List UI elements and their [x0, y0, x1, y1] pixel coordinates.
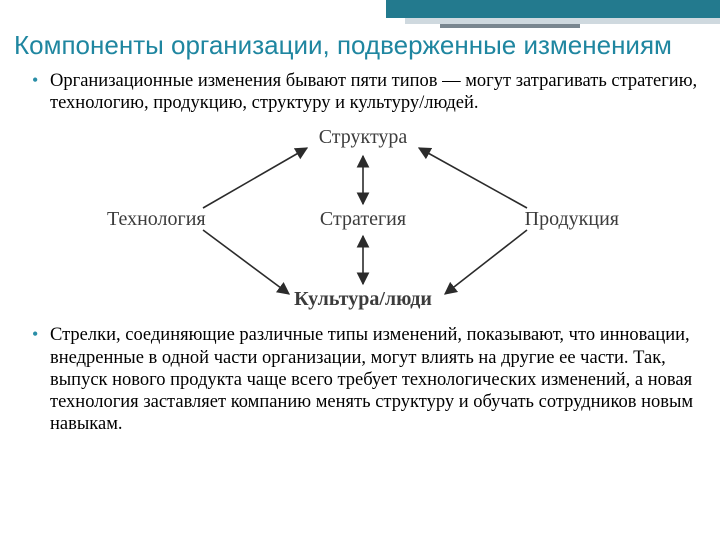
- diagram: Структура Стратегия Культура/люди Технол…: [103, 124, 623, 314]
- bullet-1: Организационные изменения бывают пяти ти…: [28, 70, 698, 114]
- bullet-2: Стрелки, соединяющие различные типы изме…: [28, 324, 698, 435]
- slide: Компоненты организации, подверженные изм…: [0, 0, 720, 540]
- body-content: Организационные изменения бывают пяти ти…: [28, 70, 698, 530]
- deco-bar-1: [386, 0, 720, 18]
- bullet-list: Организационные изменения бывают пяти ти…: [28, 70, 698, 114]
- bullet-list-2: Стрелки, соединяющие различные типы изме…: [28, 324, 698, 435]
- node-left: Технология: [107, 208, 206, 231]
- node-center: Стратегия: [320, 208, 406, 231]
- deco-bar-3: [440, 24, 580, 28]
- top-decoration: [0, 0, 720, 30]
- node-bottom: Культура/люди: [294, 288, 432, 311]
- node-top: Структура: [319, 126, 408, 149]
- page-title: Компоненты организации, подверженные изм…: [14, 30, 706, 61]
- node-right: Продукция: [525, 208, 619, 231]
